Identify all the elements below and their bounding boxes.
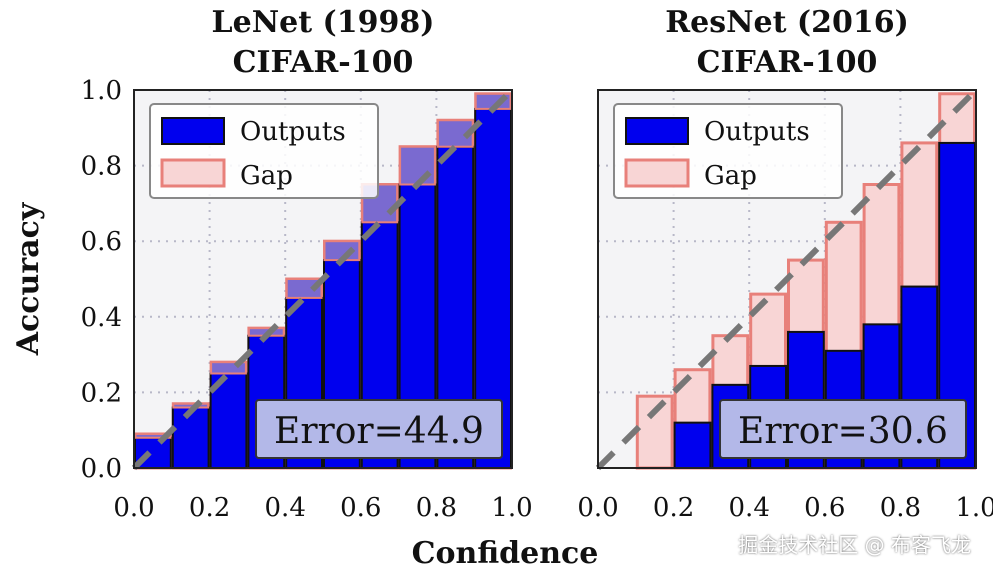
- x-tick-label: 0.8: [416, 493, 457, 523]
- y-tick-label: 0.6: [81, 227, 122, 257]
- watermark-text: 掘金技术社区 @ 布客飞龙: [738, 533, 971, 557]
- legend-swatch-outputs: [161, 117, 225, 145]
- y-axis-label: Accuracy: [11, 201, 46, 356]
- x-tick-label: 0.6: [340, 493, 381, 523]
- chart-subtitle: CIFAR-100: [233, 45, 414, 80]
- legend-label-gap: Gap: [704, 161, 757, 191]
- y-tick-label: 0.2: [81, 378, 122, 408]
- x-axis-label: Confidence: [412, 536, 599, 571]
- error-annotation: Error=44.9: [274, 411, 484, 452]
- perfect-calibration-line: [595, 87, 979, 471]
- y-tick-label: 1.0: [81, 76, 122, 106]
- x-tick-label: 0.2: [189, 493, 230, 523]
- legend-label-gap: Gap: [240, 161, 293, 191]
- legend-label-outputs: Outputs: [240, 117, 346, 147]
- x-tick-label: 1.0: [491, 493, 532, 523]
- chart-title: ResNet (2016): [665, 5, 909, 40]
- error-annotation-box: [255, 399, 503, 459]
- resnet-panel: ResNet (2016) CIFAR-100 0.0 0.2 0.4 0.6 0.8 1.0…: [577, 5, 993, 523]
- gap-bar: [635, 394, 674, 470]
- error-annotation-box: [719, 399, 967, 459]
- y-tick-label: 0.0: [81, 454, 122, 484]
- x-tick-label: 0.4: [729, 493, 770, 523]
- output-bar: [673, 421, 712, 470]
- output-bar: [171, 406, 210, 469]
- y-tick-label: 0.8: [81, 152, 122, 182]
- lenet-panel: LeNet (1998) CIFAR-100 0.0 0.2 0.4 0.6 0.8 1.0 0…: [81, 5, 533, 523]
- perfect-calibration-line: [131, 87, 515, 471]
- legend-swatch-gap: [160, 158, 226, 188]
- legend-swatch-outputs: [625, 117, 689, 145]
- chart-subtitle: CIFAR-100: [697, 45, 878, 80]
- gap-overlap: [399, 145, 436, 186]
- axes-frame: [133, 89, 513, 469]
- legend-label-outputs: Outputs: [704, 117, 810, 147]
- chart-title: LeNet (1998): [212, 5, 435, 40]
- gap-overlap: [172, 402, 210, 409]
- gap-overlap: [285, 278, 323, 299]
- x-tick-label: 0.8: [880, 493, 921, 523]
- x-tick-label: 0.2: [653, 493, 694, 523]
- error-annotation: Error=30.6: [738, 411, 948, 452]
- x-tick-label: 0.0: [113, 493, 154, 523]
- gap-overlap: [210, 361, 247, 375]
- x-tick-label: 0.4: [265, 493, 306, 523]
- axes-frame: [597, 89, 977, 469]
- x-tick-label: 0.6: [804, 493, 845, 523]
- x-tick-label: 0.0: [577, 493, 618, 523]
- x-tick-label: 1.0: [955, 493, 993, 523]
- y-tick-label: 0.4: [81, 303, 122, 333]
- legend-swatch-gap: [624, 158, 690, 188]
